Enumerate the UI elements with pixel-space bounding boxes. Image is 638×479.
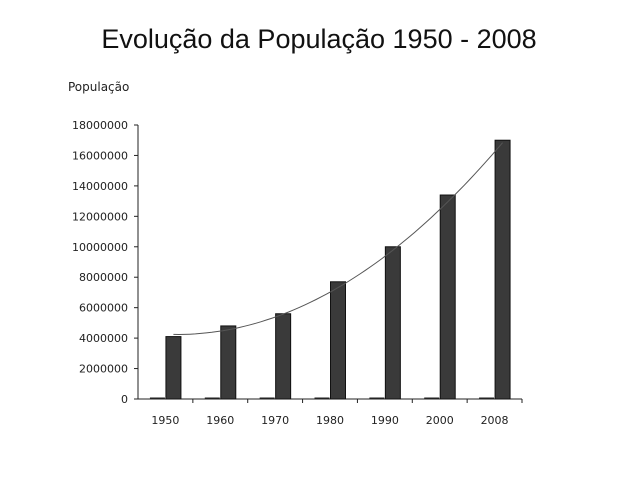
y-axis-title: População [68, 80, 129, 94]
x-tick-label: 1950 [151, 414, 179, 427]
trendline-group [173, 142, 503, 336]
bar-series-1 [259, 397, 275, 399]
bar-series-2 [220, 325, 237, 400]
bar-series-2 [439, 194, 456, 400]
y-tick-label: 10000000 [72, 241, 128, 254]
ticks: 0 2000000 4000000 6000000 8000000 10000000 120… [72, 119, 523, 427]
bar-series-1 [369, 397, 385, 399]
x-tick-label: 1990 [371, 414, 399, 427]
bars [149, 139, 511, 400]
bar-series-2 [275, 313, 292, 400]
bar-series-1 [204, 397, 220, 399]
y-tick-label: 6000000 [79, 302, 128, 315]
y-tick-label: 0 [121, 393, 128, 406]
y-tick-label: 16000000 [72, 149, 128, 162]
y-tick-label: 8000000 [79, 271, 128, 284]
trendline [173, 142, 503, 336]
bar-series-1 [479, 397, 495, 399]
slide-title: Evolução da População 1950 - 2008 [101, 24, 537, 54]
y-tick-label: 2000000 [79, 363, 128, 376]
bar-series-1 [149, 397, 165, 399]
x-tick-label: 2000 [426, 414, 454, 427]
bar-series-2 [330, 281, 346, 400]
y-tick-label: 12000000 [72, 210, 128, 223]
bar-series-1 [424, 397, 440, 399]
x-tick-label: 2008 [481, 414, 509, 427]
bar-series-1 [314, 397, 330, 399]
bar-series-2 [165, 336, 182, 400]
x-tick-label: 1970 [261, 414, 289, 427]
x-tick-label: 1980 [316, 414, 344, 427]
x-tick-label: 1960 [206, 414, 234, 427]
y-tick-label: 4000000 [79, 332, 128, 345]
bar-series-2 [494, 139, 511, 400]
bar-series-2 [384, 246, 401, 400]
y-tick-label: 14000000 [72, 180, 128, 193]
y-tick-label: 18000000 [72, 119, 128, 132]
